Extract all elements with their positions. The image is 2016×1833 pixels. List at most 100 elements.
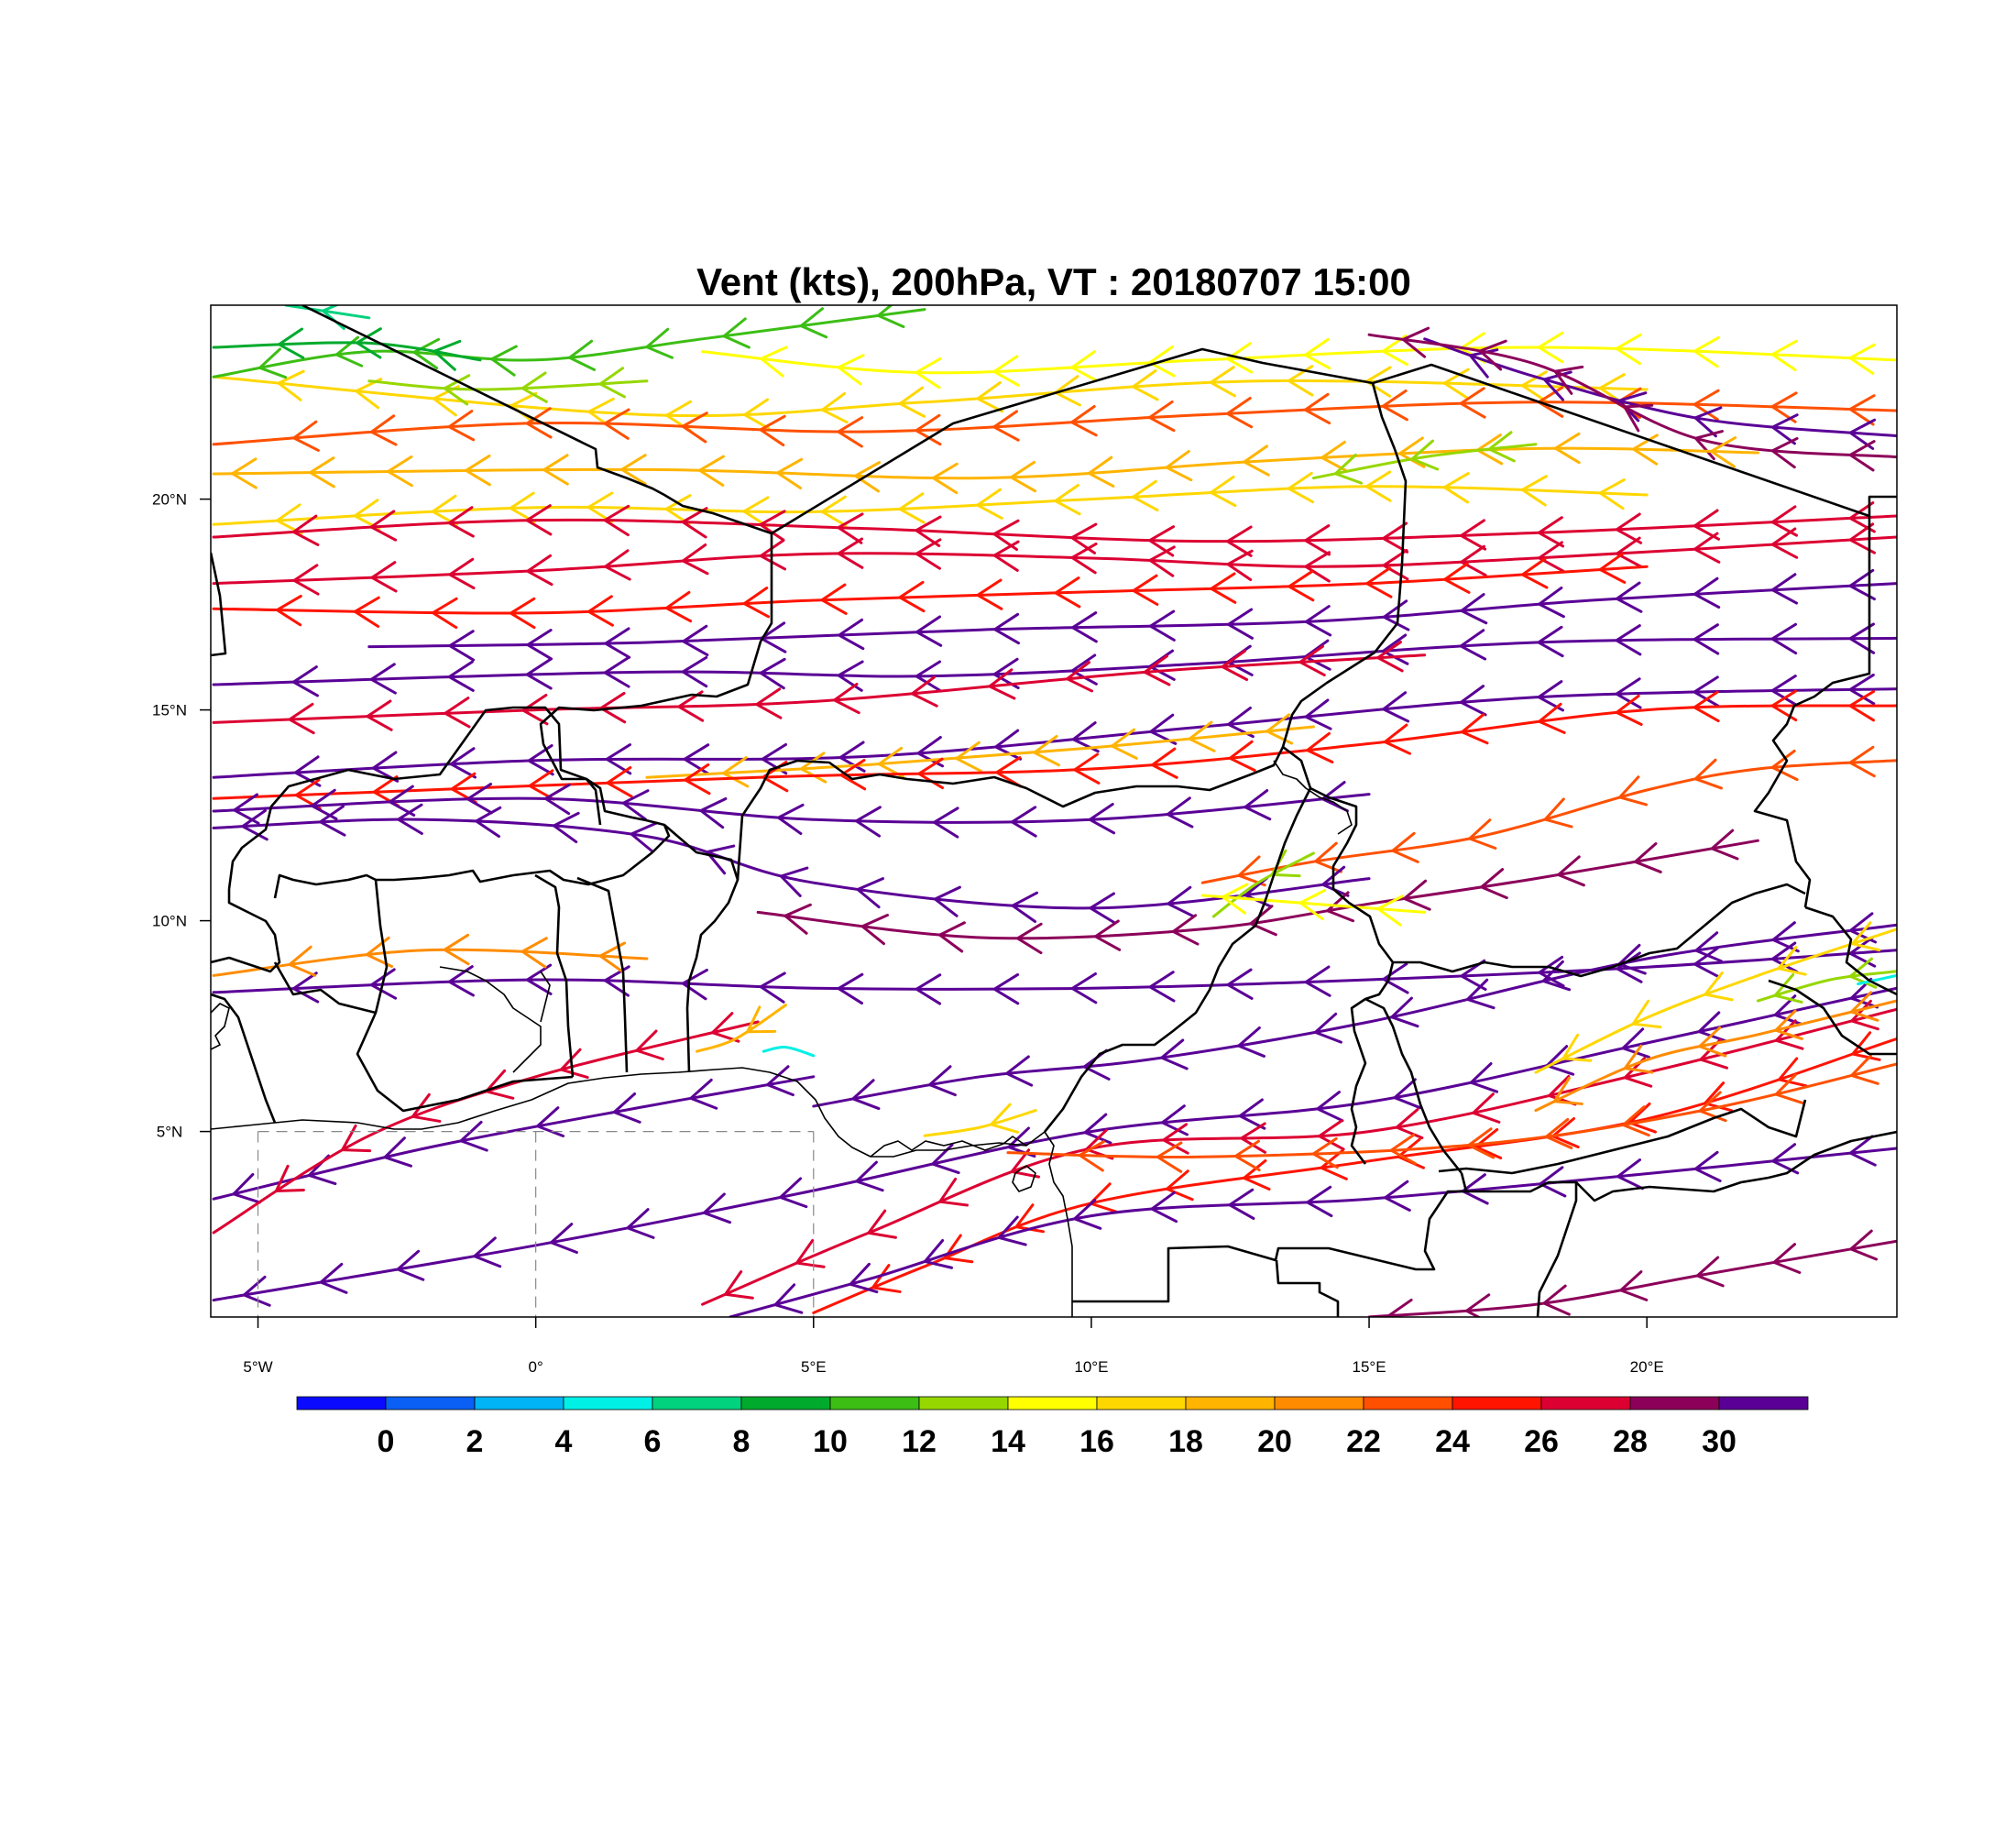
streamline-arrow [915,660,942,692]
streamline-arrow [1148,400,1176,433]
streamline-arrow [1010,806,1037,838]
streamline-arrow [1070,350,1098,382]
streamline-arrow [910,675,938,708]
streamline-arrow [459,1120,488,1152]
streamline-arrow [1318,1119,1345,1151]
streamline-arrow [1156,1141,1183,1173]
latitude-axis: 5°N 10°N 15°N 20°N [152,491,211,1141]
streamline-arrow [1403,879,1431,911]
dashed-gridlines [257,1130,815,1317]
colorbar-label: 16 [1079,1424,1114,1459]
streamline-arrow [837,416,864,448]
colorbar-label: 8 [733,1424,751,1459]
streamline-arrow [1552,1076,1583,1105]
lon-tick-label: 5°E [801,1358,827,1376]
streamline-arrow [274,1164,305,1192]
streamline-arrow [1623,1044,1654,1074]
streamline-arrow [681,655,708,688]
streamline-arrow [291,665,319,697]
streamline-arrow [1848,440,1876,472]
border-cote-divoire-ghana [273,873,377,899]
streamline-arrow [1270,849,1301,878]
streamline-arrow [1616,536,1643,568]
border-burkina-faso [227,706,671,890]
streamline-arrow [1460,593,1488,625]
streamline-arrow [525,504,553,536]
streamline-arrow [1850,1054,1879,1085]
streamline-arrow [1615,694,1643,727]
streamline-arrow [1226,608,1254,640]
streamline-arrow [1238,1098,1266,1130]
lon-tick-label: 5°W [243,1358,272,1376]
streamline-arrow [742,587,771,619]
streamline-arrow [1228,1188,1255,1220]
streamline-arrow [388,785,416,817]
streamline-arrow [1391,831,1419,863]
streamline-arrow [1306,1185,1333,1218]
streamline-arrow [1697,1011,1726,1043]
streamline-arrow [1165,449,1193,482]
streamline-arrow [292,420,320,452]
streamline-arrow [604,549,631,581]
streamline-arrow [1704,1081,1734,1113]
streamline-arrow [742,496,770,528]
coastline-lake-volta-2 [540,971,551,1023]
streamline-arrow [820,391,849,424]
streamline-1 [212,375,1649,418]
streamline-arrow [370,561,398,593]
border-mali-algeria-west [211,552,227,657]
streamline-arrow [443,933,470,966]
lat-tick-label: 5°N [157,1124,183,1141]
streamline-arrow [997,1215,1027,1246]
streamline-arrow [319,1262,348,1294]
streamline-arrow [1459,519,1487,551]
streamline-arrow [1381,389,1408,422]
streamline-arrow [355,378,383,410]
streamline-arrow [1474,1127,1503,1160]
streamline-arrow [1598,477,1626,510]
streamline-arrow [586,595,614,627]
streamline-arrow [1244,876,1273,908]
streamline-arrow [1376,641,1404,673]
streamline-arrow [294,778,322,810]
border-car-south [1438,1099,1807,1175]
border-cameroon-south [1072,1172,1468,1303]
streamline-arrow [447,660,475,692]
streamline-arrow [466,783,493,815]
streamline-arrow [1078,1140,1105,1172]
streamline-arrow [353,499,381,531]
streamline-arrow [705,844,736,875]
streamline-arrow [1390,996,1419,1028]
streamline-arrow [396,1249,425,1281]
streamline-arrow [292,564,320,596]
streamline-arrow [1619,1270,1649,1301]
streamline-arrow [1382,962,1409,994]
streamline-arrow [1693,406,1723,438]
streamline-arrow [1615,512,1643,544]
lat-tick-label: 20°N [152,491,187,509]
streamline-arrow [1326,891,1355,923]
streamline-arrow [1110,728,1138,760]
streamline-arrow [275,594,302,627]
streamline-arrow [291,514,320,546]
streamline-arrow [837,537,864,569]
streamline-arrow [1616,1158,1644,1191]
streamline-arrow [1848,689,1876,722]
streamline-arrow [1623,1057,1653,1088]
streamline-arrow [612,1092,641,1124]
coastline-west-islands [211,1003,230,1050]
streamline-arrow [621,789,650,821]
streamline-arrow [1160,1038,1189,1070]
streamline-29 [1006,1062,1897,1158]
streamline-arrow [682,624,709,657]
streamline-arrow [1561,1033,1593,1062]
colorbar-box-7 [918,1396,1009,1410]
streamline-arrow [387,455,413,488]
streamline-25 [812,1037,1897,1314]
streamline-arrow [587,397,615,430]
streamline-arrow [1695,1256,1725,1288]
streamline-arrow [876,305,905,329]
streamline-arrow [1693,389,1720,422]
streamline-arrow [552,811,580,844]
streamline-24 [701,1007,1897,1306]
